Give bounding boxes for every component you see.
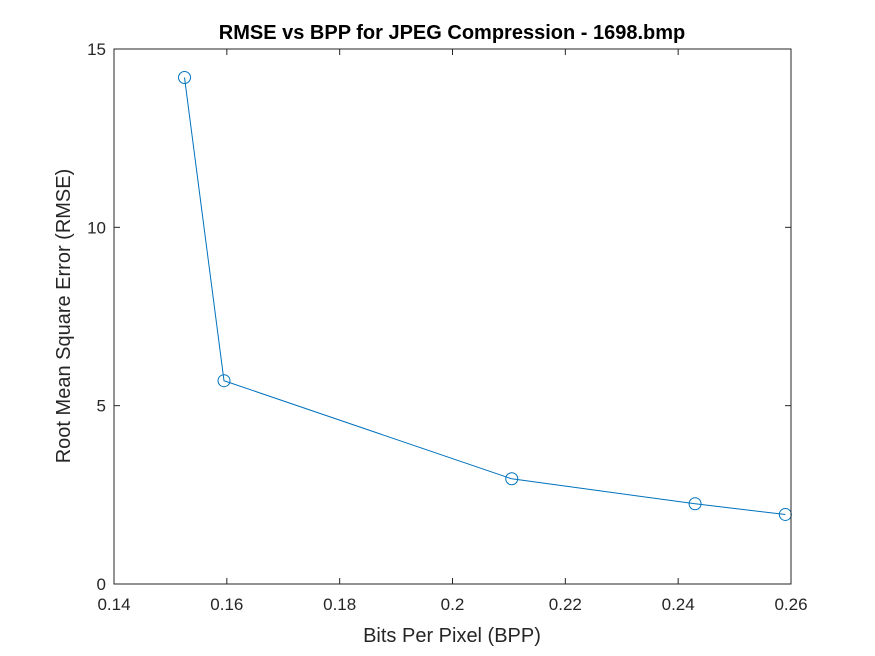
data-point-marker [178, 71, 192, 85]
x-tick-label: 0.2 [441, 595, 465, 614]
y-tick-label: 5 [97, 397, 106, 416]
y-axis-ticks: 0 5 10 15 [87, 40, 791, 594]
y-axis-title: Root Mean Square Error (RMSE) [53, 169, 75, 464]
data-point-marker [505, 472, 519, 486]
y-tick-label: 0 [97, 575, 106, 594]
x-tick-label: 0.18 [323, 595, 356, 614]
y-tick-label: 15 [87, 40, 106, 59]
x-axis-ticks: 0.14 0.16 0.18 0.2 0.22 0.24 0.26 [97, 49, 808, 614]
x-tick-label: 0.16 [210, 595, 243, 614]
x-axis-title: Bits Per Pixel (BPP) [363, 625, 541, 647]
chart-title: RMSE vs BPP for JPEG Compression - 1698.… [219, 22, 685, 44]
plot-area [114, 49, 791, 584]
x-tick-label: 0.22 [549, 595, 582, 614]
series-line [184, 77, 786, 515]
data-point-marker [217, 374, 231, 388]
x-tick-label: 0.24 [662, 595, 695, 614]
data-point-marker [688, 497, 702, 511]
x-tick-label: 0.14 [97, 595, 130, 614]
x-tick-label: 0.26 [774, 595, 807, 614]
y-tick-label: 10 [87, 218, 106, 237]
